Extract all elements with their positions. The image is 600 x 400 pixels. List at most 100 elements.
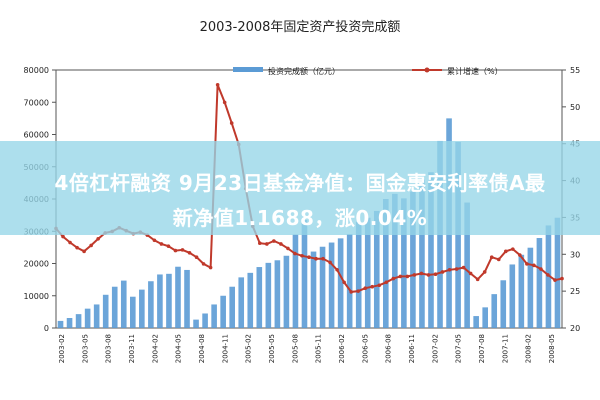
x-tick-label: 2004-08 (198, 334, 206, 363)
growth-point (61, 234, 65, 239)
bar (202, 313, 208, 328)
growth-point (447, 267, 452, 272)
bar (130, 296, 136, 328)
bar (482, 307, 488, 328)
x-tick-label: 2005-02 (245, 334, 253, 363)
x-tick-label: 2005-11 (315, 334, 323, 363)
x-tick-label: 2006-05 (361, 334, 369, 363)
growth-point (307, 255, 311, 260)
growth-point (173, 248, 178, 253)
bar (500, 280, 507, 328)
right-axis-tick-label: 30 (570, 250, 580, 259)
left-axis-tick-label: 80000 (24, 66, 49, 75)
left-axis-tick-label: 20000 (24, 260, 49, 269)
right-axis-tick-label: 25 (570, 287, 580, 296)
legend-bar-swatch (233, 67, 263, 72)
growth-point (363, 286, 368, 290)
growth-point (384, 280, 389, 285)
bar (545, 225, 552, 328)
growth-point (265, 242, 269, 246)
x-tick-label: 2007-02 (431, 334, 439, 363)
growth-point (215, 82, 220, 87)
growth-point (560, 276, 564, 281)
growth-point (82, 249, 86, 254)
bar (473, 316, 479, 328)
x-tick-label: 2008-02 (525, 334, 533, 363)
growth-point (370, 284, 375, 289)
growth-point (166, 244, 171, 248)
growth-point (419, 271, 424, 276)
growth-point (553, 278, 557, 282)
growth-point (440, 270, 445, 274)
growth-point (194, 255, 199, 260)
bar (392, 193, 398, 328)
bar (337, 238, 344, 328)
growth-point (75, 245, 79, 250)
growth-point (511, 247, 515, 251)
bar (536, 238, 543, 328)
bar (509, 264, 516, 328)
x-tick-label: 2003-08 (105, 334, 113, 363)
bar (292, 234, 299, 328)
x-tick-label: 2004-11 (221, 334, 229, 363)
growth-point (461, 265, 466, 270)
growth-point (525, 262, 529, 266)
bar (265, 262, 272, 328)
growth-point (433, 272, 438, 276)
bar (148, 281, 154, 328)
x-tick-label: 2007-05 (455, 334, 463, 363)
growth-point (222, 100, 227, 105)
right-axis-tick-label: 50 (570, 103, 580, 112)
growth-point (546, 273, 550, 277)
bar (184, 269, 190, 328)
growth-point (398, 274, 403, 279)
bar (229, 286, 235, 328)
bar (175, 266, 181, 328)
bar (166, 273, 172, 328)
growth-point (412, 273, 417, 277)
growth-point (68, 240, 72, 245)
growth-point (532, 263, 536, 268)
x-tick-label: 2007-11 (501, 334, 509, 363)
bar (256, 267, 263, 328)
growth-point (258, 241, 262, 246)
growth-point (286, 246, 290, 251)
x-tick-label: 2004-05 (175, 334, 183, 363)
bar (328, 242, 335, 328)
x-tick-label: 2003-11 (128, 334, 136, 363)
headline-banner (0, 141, 600, 235)
headline-line-1: 4倍杠杆融资 9月23日基金净值：国金惠安利率债A最 (54, 171, 546, 195)
growth-point (314, 256, 318, 261)
x-tick-label: 2005-05 (268, 334, 276, 363)
growth-point (539, 267, 543, 271)
bar (247, 272, 254, 328)
bar (283, 255, 290, 328)
bar (139, 289, 145, 328)
growth-point (405, 274, 410, 279)
bar (102, 294, 109, 328)
bar (57, 320, 64, 328)
legend-line-marker (424, 67, 430, 73)
growth-point (426, 273, 431, 277)
bar (220, 295, 226, 328)
bar (193, 319, 199, 328)
x-tick-label: 2005-08 (291, 334, 299, 363)
growth-point (159, 242, 164, 246)
bar (491, 294, 498, 328)
chart-title: 2003-2008年固定资产投资完成额 (200, 19, 401, 35)
x-tick-label: 2003-02 (58, 334, 66, 363)
bar (383, 199, 389, 328)
growth-point (300, 253, 304, 258)
growth-point (152, 238, 157, 243)
bar (274, 260, 281, 328)
bar (301, 219, 308, 328)
right-axis-tick-label: 20 (570, 324, 580, 333)
x-tick-label: 2006-08 (385, 334, 393, 363)
x-tick-label: 2004-02 (151, 334, 159, 363)
headline-line-2: 新净值1.1688，涨0.04% (172, 206, 428, 230)
bar (419, 179, 425, 328)
bar (355, 221, 362, 328)
growth-point (279, 242, 283, 246)
growth-point (180, 248, 185, 252)
